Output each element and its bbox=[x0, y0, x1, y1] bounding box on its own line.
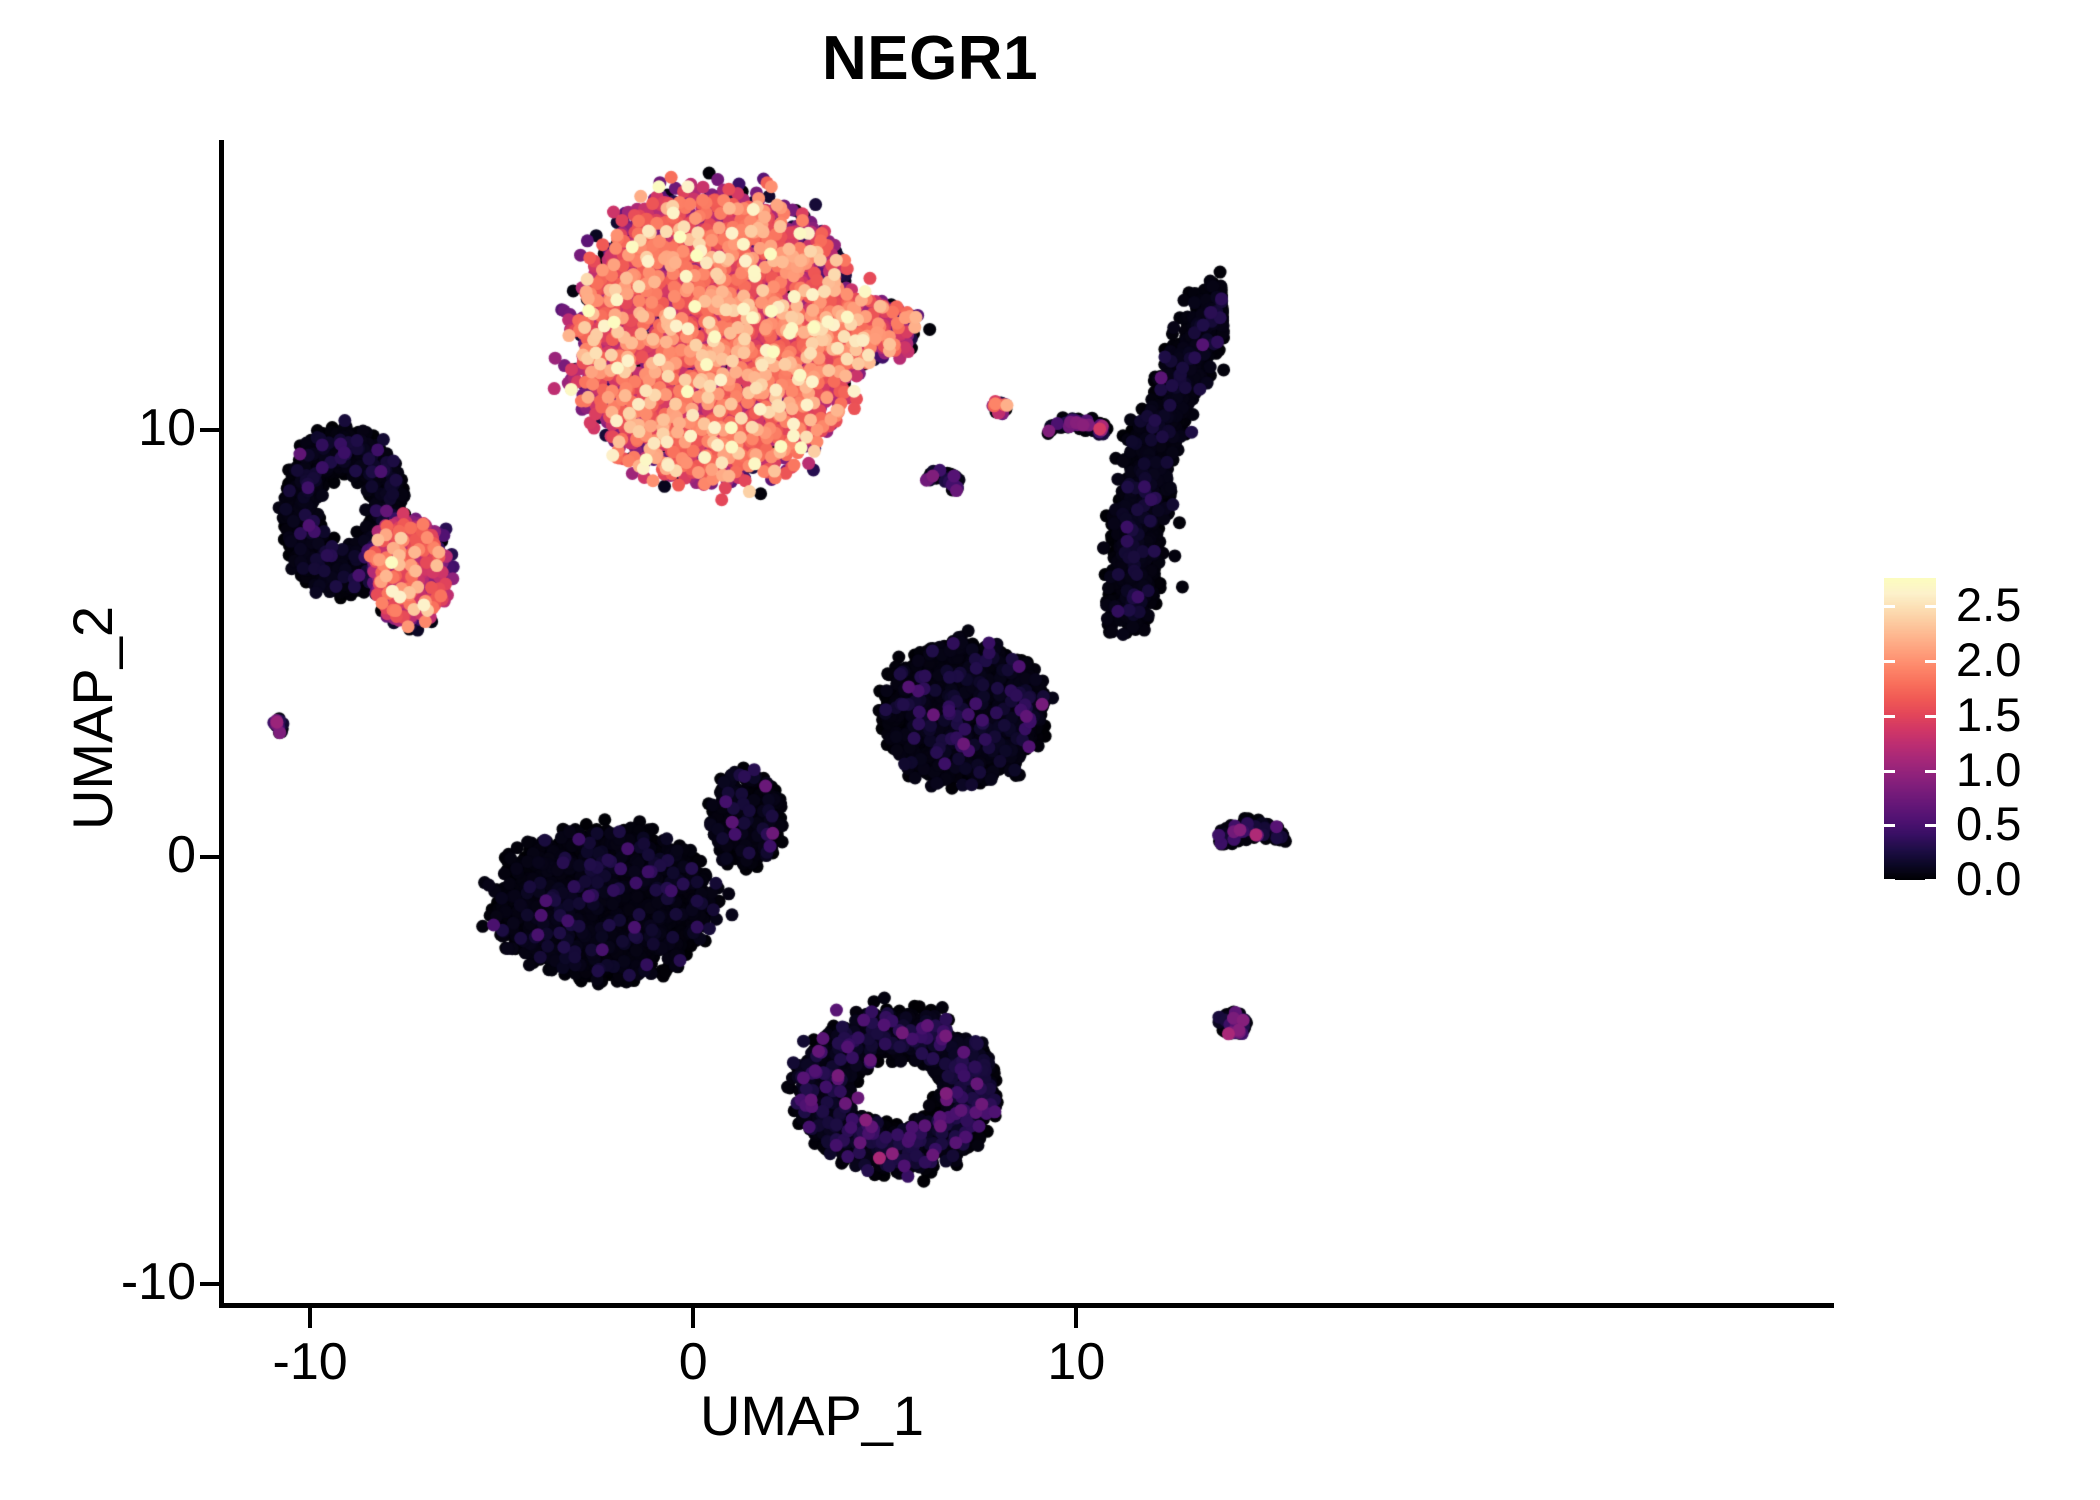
y-axis-ticklabel: 0 bbox=[167, 825, 196, 884]
colorbar-tick bbox=[1925, 660, 1936, 663]
y-axis-tick-0 bbox=[200, 854, 220, 859]
x-axis-tick-10 bbox=[1074, 1308, 1079, 1328]
colorbar-ticklabel: 0.5 bbox=[1956, 797, 2022, 850]
x-axis-ticklabel: 0 bbox=[678, 1333, 708, 1391]
x-axis-tick-0 bbox=[691, 1308, 696, 1328]
colorbar-tick bbox=[1884, 824, 1895, 827]
colorbar-ticklabel: 2.0 bbox=[1956, 633, 2022, 686]
colorbar-ticklabel: 2.5 bbox=[1956, 578, 2022, 631]
scatter-plot-canvas bbox=[222, 140, 1402, 1305]
colorbar-tick bbox=[1884, 770, 1895, 773]
colorbar-ticklabel: 1.5 bbox=[1956, 688, 2022, 741]
colorbar-tick bbox=[1884, 715, 1895, 718]
y-axis-tick-10 bbox=[200, 428, 220, 433]
x-axis-line bbox=[219, 1303, 1834, 1308]
y-axis-line bbox=[219, 140, 224, 1308]
x-axis-ticklabel: 10 bbox=[1047, 1333, 1106, 1391]
page-title: NEGR1 bbox=[821, 24, 1039, 93]
y-axis-label: UMAP_2 bbox=[61, 605, 124, 831]
colorbar-tick bbox=[1925, 879, 1936, 882]
colorbar-legend: 2.5 2.0 1.5 1.0 0.5 0.0 bbox=[1884, 578, 2021, 902]
colorbar-tick bbox=[1884, 605, 1895, 608]
colorbar-ticklabel: 1.0 bbox=[1956, 743, 2022, 796]
colorbar-gradient bbox=[1884, 578, 1936, 880]
colorbar-ticklabel: 0.0 bbox=[1956, 852, 2022, 905]
y-axis-tick-neg10 bbox=[200, 1281, 220, 1286]
colorbar-tick bbox=[1925, 715, 1936, 718]
colorbar-tick bbox=[1925, 605, 1936, 608]
x-axis-label: UMAP_1 bbox=[699, 1384, 925, 1447]
colorbar-tick bbox=[1925, 824, 1936, 827]
scatter-panel bbox=[222, 140, 1402, 1305]
colorbar-tick bbox=[1884, 660, 1895, 663]
y-axis-ticklabel: 10 bbox=[138, 399, 196, 458]
x-axis-tick-neg10 bbox=[308, 1308, 313, 1328]
colorbar-tick bbox=[1925, 770, 1936, 773]
y-axis-ticklabel: -10 bbox=[120, 1252, 196, 1311]
colorbar-tick bbox=[1884, 879, 1895, 882]
x-axis-ticklabel: -10 bbox=[272, 1333, 348, 1391]
